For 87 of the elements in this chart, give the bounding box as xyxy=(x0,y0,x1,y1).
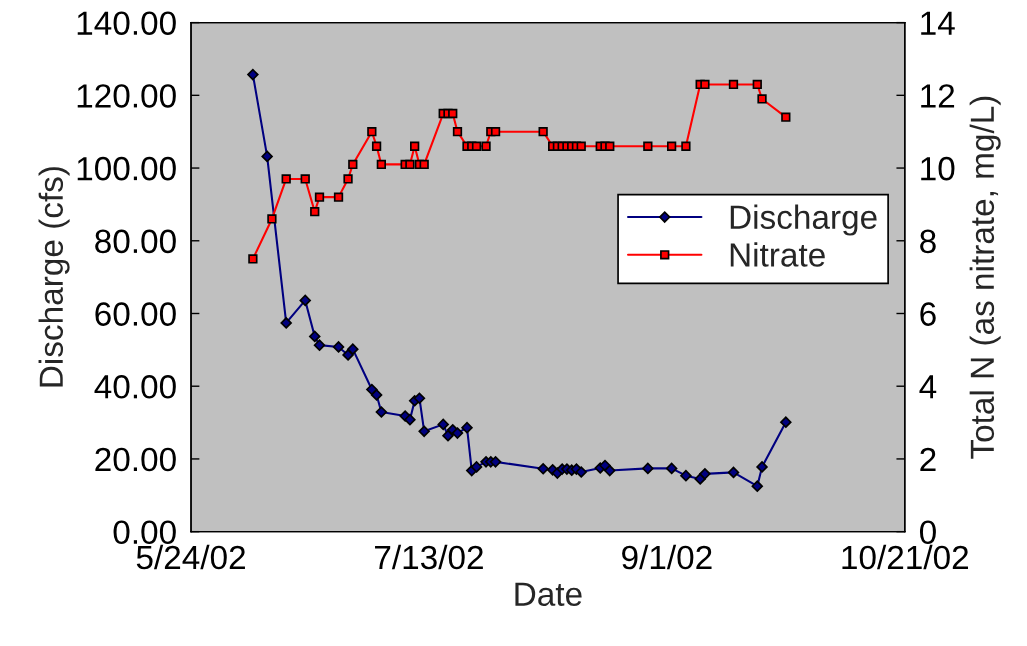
y-axis-title: Discharge (cfs) xyxy=(38,167,70,387)
point xyxy=(490,127,501,137)
y2-tick-label: 10 xyxy=(921,156,955,181)
point xyxy=(604,464,616,477)
point xyxy=(281,174,291,184)
x-tick-label: 9/1/02 xyxy=(622,544,712,570)
point xyxy=(461,421,473,434)
x-tick-label: 10/21/02 xyxy=(842,544,968,570)
y-tick-label: 80.00 xyxy=(95,229,176,254)
x-tick-label: 5/24/02 xyxy=(136,544,245,570)
point xyxy=(419,159,429,170)
y2-tick-label: 8 xyxy=(920,229,936,254)
y2-axis-title: Total N (as nitrate, mg/L) xyxy=(969,96,1001,459)
y2-tick-label: 6 xyxy=(920,302,936,326)
point xyxy=(471,141,482,151)
point xyxy=(370,389,383,401)
point xyxy=(699,468,711,480)
point xyxy=(643,141,653,151)
point xyxy=(247,68,259,81)
y-tick-label: 0.00 xyxy=(113,520,176,545)
y-tick-label: 120.00 xyxy=(77,84,176,108)
point xyxy=(437,418,449,431)
point xyxy=(727,466,740,479)
point xyxy=(605,141,615,151)
point xyxy=(576,141,586,151)
y2-tick-label: 14 xyxy=(921,11,955,35)
point xyxy=(470,461,483,473)
point xyxy=(538,127,548,137)
point xyxy=(310,207,320,217)
point xyxy=(665,462,678,475)
point xyxy=(261,150,273,163)
point xyxy=(448,108,458,119)
point xyxy=(280,317,292,329)
point xyxy=(575,466,587,478)
point xyxy=(489,456,502,468)
point xyxy=(367,127,377,137)
point xyxy=(418,425,430,438)
point xyxy=(314,192,325,202)
point xyxy=(780,416,792,428)
legend-label: Nitrate xyxy=(730,242,825,267)
legend-label: Discharge xyxy=(730,204,877,236)
point xyxy=(332,341,345,353)
point xyxy=(681,141,691,151)
point xyxy=(248,254,258,264)
point xyxy=(313,339,326,351)
x-axis-title: Date xyxy=(515,582,582,606)
point xyxy=(404,413,416,426)
y-tick-label: 20.00 xyxy=(95,447,176,472)
point xyxy=(757,94,767,104)
y2-tick-label: 12 xyxy=(921,84,955,108)
y2-tick-label: 0 xyxy=(919,520,936,545)
point xyxy=(333,192,344,202)
point xyxy=(371,141,382,151)
point xyxy=(452,127,463,137)
point xyxy=(694,473,706,485)
point xyxy=(405,159,415,170)
point xyxy=(537,463,549,475)
point xyxy=(342,349,354,361)
point xyxy=(781,112,791,122)
point xyxy=(481,141,491,151)
y-tick-label: 100.00 xyxy=(77,156,176,181)
point xyxy=(700,79,710,90)
y-tick-label: 60.00 xyxy=(95,302,176,326)
point xyxy=(308,330,321,343)
y-tick-label: 140.00 xyxy=(77,11,176,36)
x-tick-label: 7/13/02 xyxy=(375,544,483,570)
point xyxy=(300,174,310,184)
y2-tick-label: 4 xyxy=(919,375,937,399)
y-tick-label: 40.00 xyxy=(94,375,176,399)
point xyxy=(680,469,692,482)
point xyxy=(343,174,353,184)
point xyxy=(756,461,768,473)
point xyxy=(751,480,764,492)
point xyxy=(451,427,464,439)
point xyxy=(410,141,420,151)
y2-tick-label: 2 xyxy=(920,447,936,472)
point xyxy=(752,79,762,90)
point xyxy=(348,159,358,170)
point xyxy=(347,343,359,355)
point xyxy=(375,406,388,418)
point xyxy=(413,392,426,404)
point xyxy=(376,159,387,170)
point xyxy=(728,79,739,90)
point xyxy=(299,294,311,307)
point xyxy=(666,141,677,151)
point xyxy=(642,462,654,475)
point xyxy=(267,214,277,224)
